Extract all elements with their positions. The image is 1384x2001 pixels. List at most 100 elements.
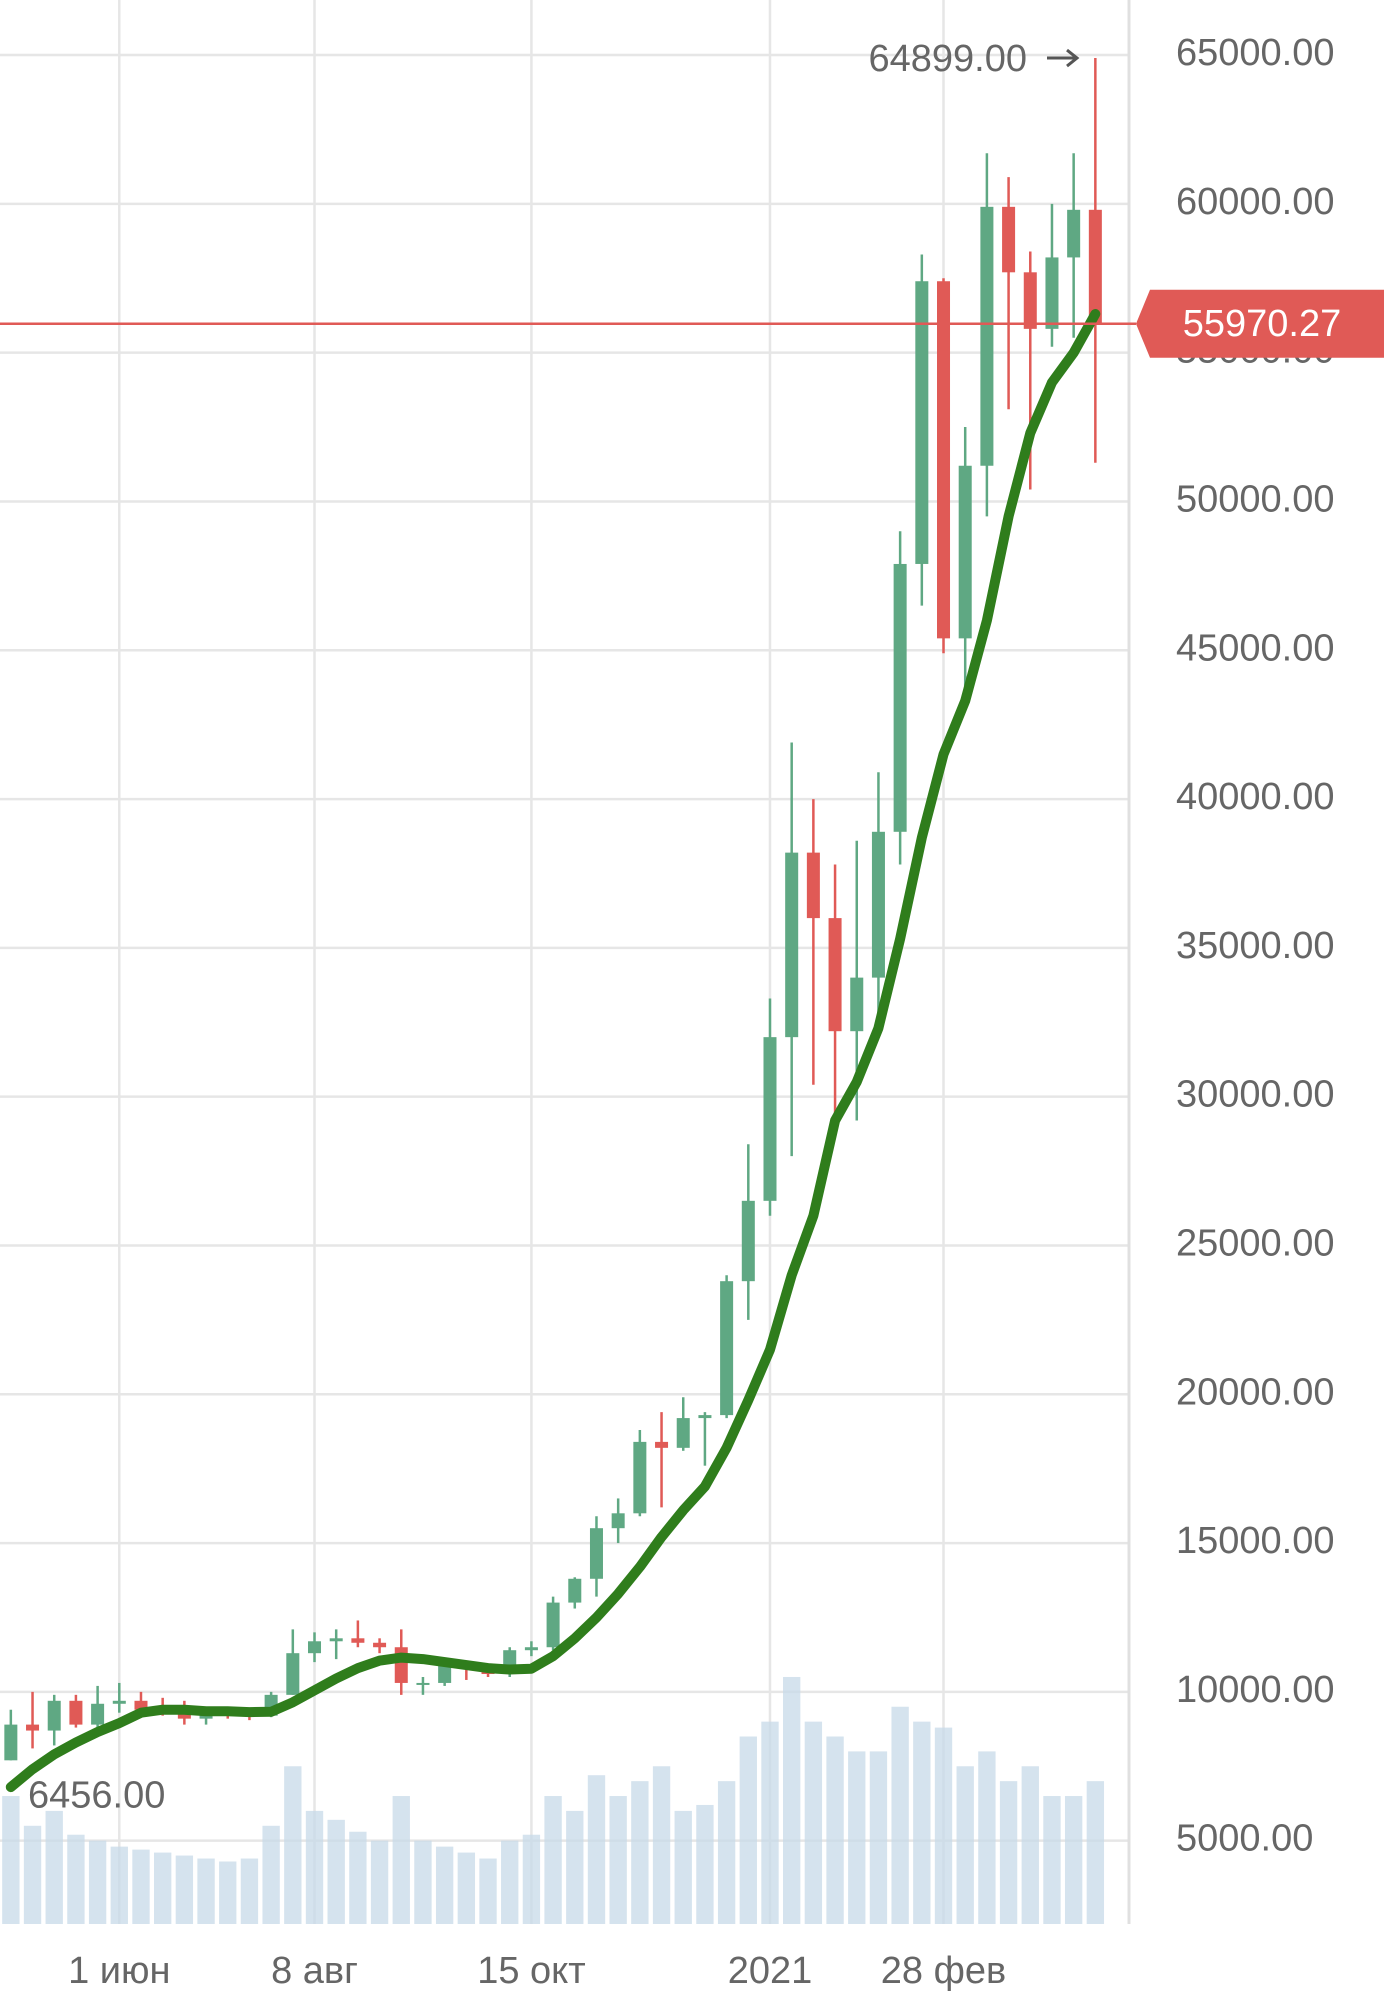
candle-body (741, 1200, 755, 1282)
volume-bar (1086, 1781, 1105, 1924)
moving-average-line (5, 309, 1101, 1793)
candle-body (307, 1641, 322, 1654)
candle-body (47, 1700, 61, 1731)
max-arrow (1047, 48, 1080, 68)
candle-body (351, 1638, 365, 1643)
candle-body (698, 1415, 712, 1419)
volume-bar (1064, 1796, 1083, 1924)
candle-body (980, 206, 994, 466)
volume-bar (175, 1855, 194, 1924)
candle-body (546, 1602, 560, 1648)
overlay-layer: 5000.00 10000.00 15000.00 20000.00 25000.00 3… (0, 32, 1384, 1992)
candle-body (655, 1441, 669, 1448)
y-tick-label: 25000.00 (1176, 1222, 1335, 1264)
candle-body (893, 563, 907, 832)
volume-bar (761, 1721, 779, 1924)
candle-body (568, 1578, 582, 1603)
y-tick-label: 20000.00 (1176, 1371, 1335, 1413)
x-tick-label: 28 фев (881, 1950, 1006, 1992)
volume-bar (934, 1727, 953, 1924)
candle-body (589, 1528, 603, 1579)
volume-bar (197, 1858, 215, 1924)
volume-bar (999, 1781, 1018, 1924)
candle-body (416, 1682, 430, 1685)
candle-body (633, 1441, 647, 1514)
volume-bar (153, 1852, 172, 1924)
volume-bar (631, 1781, 649, 1924)
volume-bar (609, 1796, 627, 1924)
candle-body (611, 1513, 625, 1529)
volume-bar (88, 1840, 107, 1924)
candle-body (958, 465, 972, 639)
volume-bar (587, 1775, 606, 1924)
candle-body (676, 1418, 690, 1448)
candle-body (524, 1647, 538, 1651)
volume-bar (435, 1846, 454, 1924)
volume-bar (1043, 1796, 1061, 1924)
candle-body (1067, 209, 1081, 258)
min-label: 6456.00 (28, 1774, 165, 1816)
candle-body (806, 852, 820, 919)
candle-body (26, 1724, 40, 1731)
candle-body (1002, 206, 1016, 273)
y-tick-label: 30000.00 (1176, 1074, 1335, 1116)
candle-body (329, 1638, 343, 1642)
y-tick-label: 65000.00 (1176, 32, 1335, 74)
candle-body (112, 1700, 126, 1704)
volume-bar (804, 1721, 823, 1924)
y-tick-label: 5000.00 (1176, 1818, 1313, 1860)
volume-bar (978, 1751, 996, 1924)
volume-bar (956, 1766, 974, 1924)
volume-bar (544, 1796, 562, 1924)
volume-bar (414, 1840, 432, 1924)
volume-bar (522, 1834, 541, 1924)
volume-bar (717, 1781, 736, 1924)
volume-bar (284, 1766, 302, 1924)
candle-body (394, 1647, 408, 1683)
candle-body (1045, 257, 1059, 329)
volume-bar (262, 1825, 280, 1924)
volume-bar (67, 1834, 85, 1924)
volume-bar (349, 1831, 367, 1924)
candle-body (4, 1724, 18, 1761)
x-tick-label: 15 окт (477, 1950, 585, 1992)
candle-body (177, 1712, 191, 1719)
volume-bar (327, 1819, 345, 1924)
grid-layer (0, 0, 1131, 1924)
volume-bar (783, 1676, 801, 1924)
y-tick-label: 45000.00 (1176, 627, 1335, 669)
volume-bar (2, 1796, 20, 1924)
candle-body (871, 831, 885, 978)
volume-bar (1021, 1766, 1039, 1924)
volume-bar (848, 1751, 866, 1924)
y-tick-label: 50000.00 (1176, 478, 1335, 520)
volume-bar (739, 1736, 757, 1924)
candle-body (286, 1653, 300, 1695)
x-tick-label: 1 июн (68, 1950, 170, 1992)
volume-bar (305, 1810, 324, 1924)
y-tick-label: 40000.00 (1176, 776, 1335, 818)
last-price-badge (1136, 289, 1384, 358)
candle-body (134, 1700, 148, 1710)
volume-bar (457, 1852, 476, 1924)
candle-body (785, 852, 799, 1038)
candle-body (1088, 209, 1102, 324)
y-tick-label: 15000.00 (1176, 1520, 1335, 1562)
candle-body (438, 1665, 452, 1683)
candle-body (850, 977, 864, 1032)
volume-bar (674, 1810, 692, 1924)
y-tick-label: 10000.00 (1176, 1669, 1335, 1711)
last-price-label: 55970.27 (1183, 303, 1342, 345)
candle-body (720, 1281, 734, 1416)
volume-bar (370, 1840, 389, 1924)
volume-bar (913, 1721, 931, 1924)
candle-body (763, 1037, 777, 1201)
volume-bar (869, 1751, 888, 1924)
volume-bar (23, 1825, 42, 1924)
candle-body (937, 281, 951, 639)
candle-body (373, 1642, 387, 1648)
x-tick-label: 2021 (728, 1950, 813, 1992)
y-tick-label: 60000.00 (1176, 181, 1335, 223)
